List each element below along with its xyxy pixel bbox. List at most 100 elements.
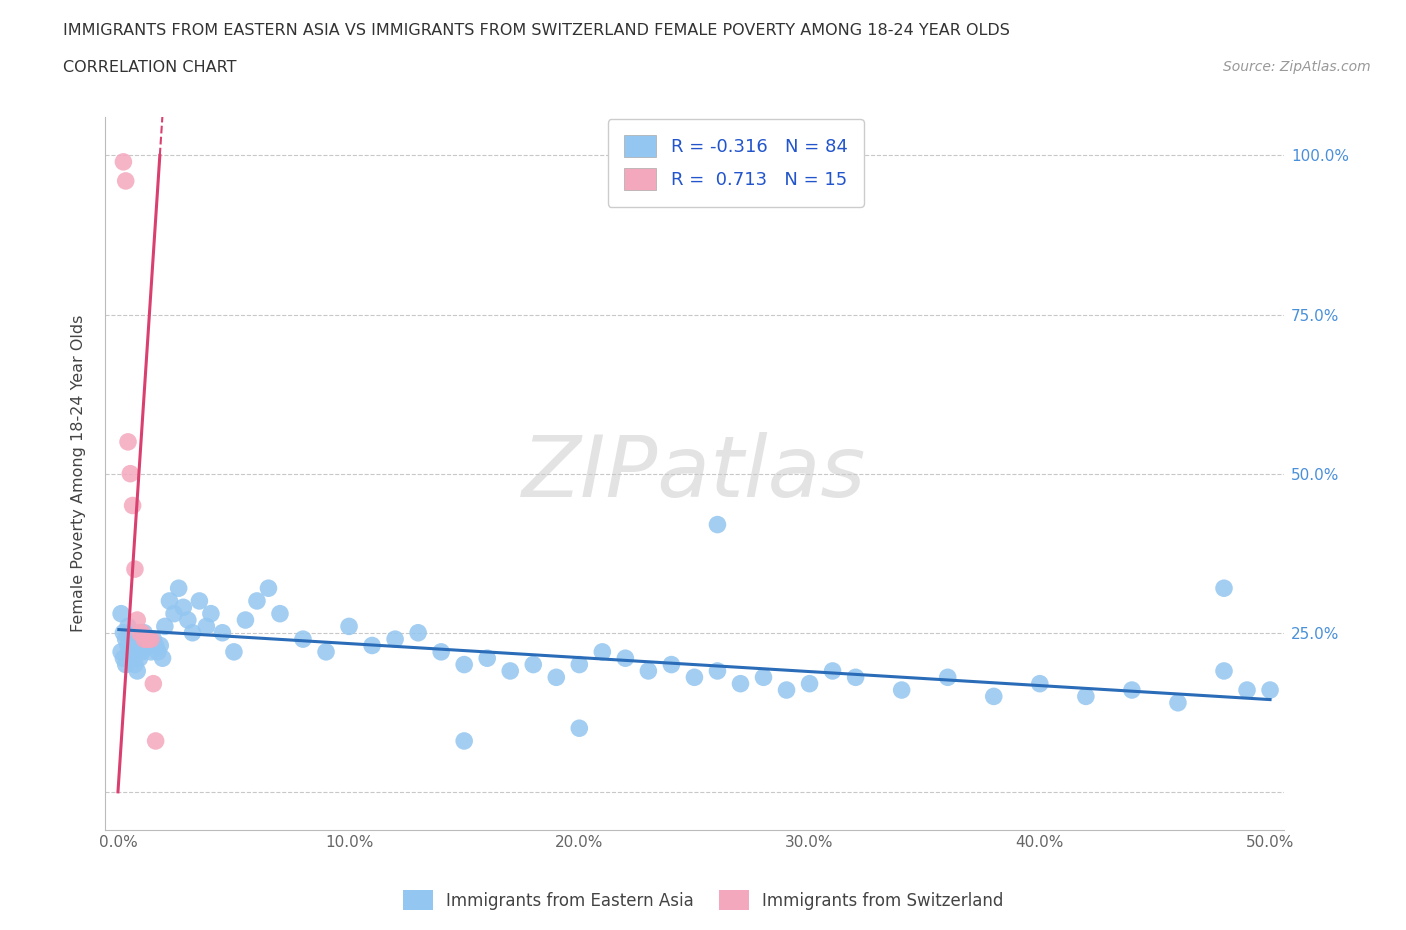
Point (128, 651, 150, 666)
Point (181, 625, 204, 640)
Point (453, 658, 475, 672)
Legend: Immigrants from Eastern Asia, Immigrants from Switzerland: Immigrants from Eastern Asia, Immigrants… (396, 884, 1010, 917)
Point (706, 663, 728, 678)
Point (337, 619, 360, 634)
Point (1213, 580, 1236, 595)
Point (1236, 683, 1258, 698)
Point (120, 625, 142, 640)
Point (121, 498, 143, 513)
Point (845, 670, 868, 684)
Point (135, 631, 157, 646)
Point (120, 644, 142, 659)
Point (661, 658, 683, 672)
Point (114, 658, 136, 672)
Point (145, 734, 167, 749)
Point (1074, 689, 1097, 704)
Point (138, 638, 160, 653)
Point (131, 625, 153, 640)
Point (117, 638, 139, 653)
Point (936, 670, 959, 684)
Y-axis label: Female Poverty Among 18-24 Year Olds: Female Poverty Among 18-24 Year Olds (72, 315, 86, 632)
Point (384, 631, 406, 646)
Point (142, 631, 165, 646)
Text: IMMIGRANTS FROM EASTERN ASIA VS IMMIGRANTS FROM SWITZERLAND FEMALE POVERTY AMONG: IMMIGRANTS FROM EASTERN ASIA VS IMMIGRAN… (63, 23, 1010, 38)
Point (124, 658, 146, 672)
Point (257, 580, 280, 595)
Point (195, 619, 218, 634)
Point (546, 670, 568, 684)
Point (821, 663, 844, 678)
Point (149, 638, 172, 653)
Point (568, 658, 591, 672)
Point (159, 593, 181, 608)
Point (730, 676, 752, 691)
Point (614, 651, 637, 666)
Point (139, 631, 162, 646)
Text: ZIPatlas: ZIPatlas (522, 432, 866, 515)
Point (121, 651, 143, 666)
Point (799, 676, 821, 691)
Point (235, 613, 257, 628)
Point (112, 625, 135, 640)
Point (110, 644, 132, 659)
Point (131, 631, 153, 646)
Point (406, 625, 429, 640)
Point (152, 651, 174, 666)
Point (114, 174, 136, 189)
Point (1029, 676, 1052, 691)
Point (315, 644, 337, 659)
Point (188, 593, 211, 608)
Point (127, 663, 149, 678)
Point (211, 625, 233, 640)
Point (128, 625, 150, 640)
Point (127, 613, 149, 628)
Point (117, 619, 139, 634)
Point (146, 644, 169, 659)
Point (112, 651, 135, 666)
Point (134, 625, 156, 640)
Point (1167, 696, 1189, 711)
Point (591, 644, 613, 659)
Point (127, 644, 149, 659)
Point (134, 631, 156, 646)
Point (117, 434, 139, 449)
Point (124, 562, 146, 577)
Point (112, 154, 135, 169)
Text: CORRELATION CHART: CORRELATION CHART (63, 60, 236, 75)
Point (637, 663, 659, 678)
Legend: R = -0.316   N = 84, R =  0.713   N = 15: R = -0.316 N = 84, R = 0.713 N = 15 (607, 119, 863, 206)
Point (890, 683, 912, 698)
Point (477, 651, 499, 666)
Point (139, 644, 162, 659)
Text: Source: ZipAtlas.com: Source: ZipAtlas.com (1223, 60, 1371, 74)
Point (177, 613, 200, 628)
Point (163, 606, 186, 621)
Point (121, 631, 143, 646)
Point (983, 689, 1005, 704)
Point (752, 670, 775, 684)
Point (222, 644, 245, 659)
Point (430, 644, 453, 659)
Point (453, 734, 475, 749)
Point (1121, 683, 1143, 698)
Point (1258, 683, 1281, 698)
Point (361, 638, 384, 653)
Point (114, 631, 136, 646)
Point (124, 638, 146, 653)
Point (200, 606, 222, 621)
Point (246, 593, 269, 608)
Point (145, 638, 167, 653)
Point (499, 663, 522, 678)
Point (131, 644, 153, 659)
Point (292, 631, 315, 646)
Point (1213, 663, 1236, 678)
Point (683, 670, 706, 684)
Point (172, 600, 194, 615)
Point (706, 517, 728, 532)
Point (138, 631, 160, 646)
Point (153, 619, 176, 634)
Point (568, 721, 591, 736)
Point (167, 580, 190, 595)
Point (135, 631, 157, 646)
Point (269, 606, 291, 621)
